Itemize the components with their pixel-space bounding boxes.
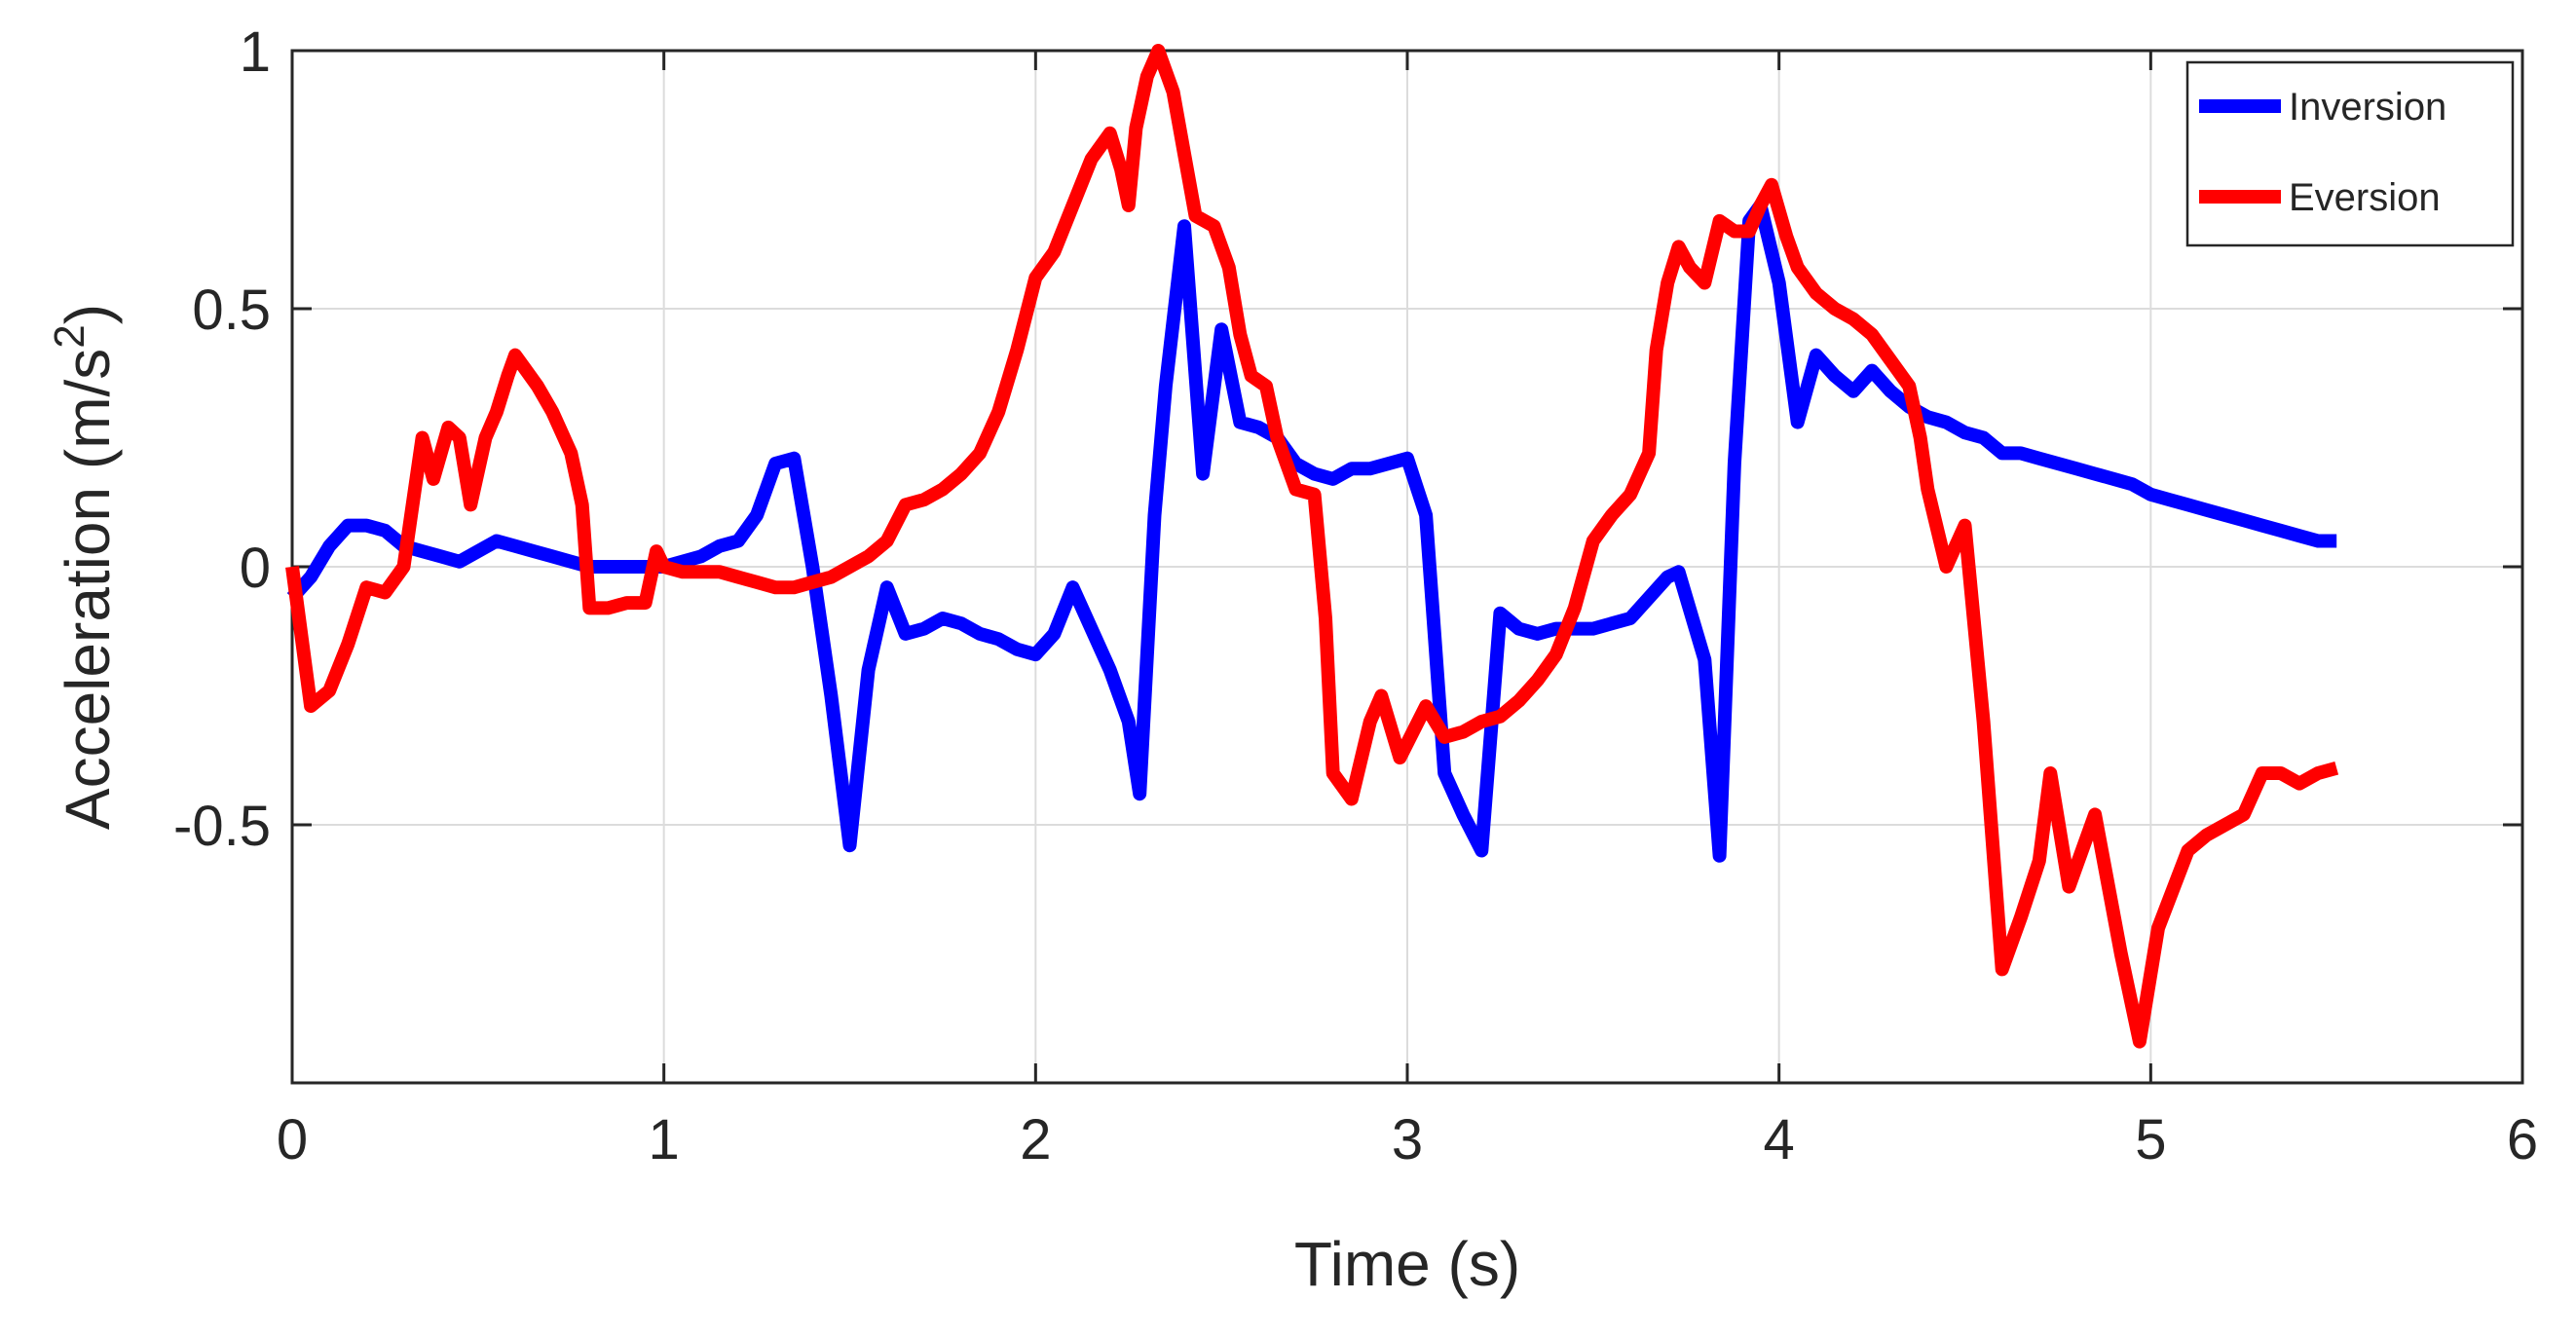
x-tick-label: 3 — [1392, 1108, 1423, 1171]
x-tick-label: 4 — [1764, 1108, 1795, 1171]
y-axis-title-close: ) — [53, 304, 123, 324]
legend-label-eversion: Eversion — [2289, 176, 2441, 219]
x-tick-label: 1 — [649, 1108, 680, 1171]
x-tick-label: 6 — [2507, 1108, 2538, 1171]
legend-label-inversion: Inversion — [2289, 86, 2446, 129]
y-axis-title-superscript: 2 — [46, 324, 93, 348]
y-axis-title: Acceleration (m/s2) — [46, 304, 123, 830]
legend-box — [2185, 60, 2515, 247]
x-tick-label: 5 — [2135, 1108, 2166, 1171]
series-line-eversion — [285, 44, 2339, 1049]
axis-ticks — [290, 49, 2524, 1083]
legend: Inversion Eversion — [2185, 60, 2515, 247]
series-lines — [285, 44, 2339, 1049]
y-axis-title-main: Acceleration (m/s — [53, 349, 123, 830]
y-tick-label: 0 — [240, 537, 271, 600]
y-tick-label: -0.5 — [173, 795, 271, 858]
x-tick-label: 2 — [1020, 1108, 1051, 1171]
y-tick-label: 1 — [240, 20, 271, 84]
y-tick-label: 0.5 — [192, 279, 271, 342]
x-tick-labels: 0 1 2 3 4 5 6 — [277, 1108, 2538, 1171]
x-axis-title: Time (s) — [1294, 1229, 1520, 1299]
y-tick-labels: -0.5 0 0.5 1 — [173, 20, 271, 858]
x-tick-label: 0 — [277, 1108, 308, 1171]
